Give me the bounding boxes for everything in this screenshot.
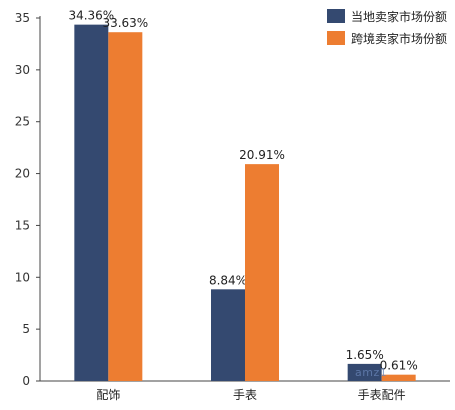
x-tick-label: 配饰 — [96, 388, 120, 402]
bar — [211, 289, 245, 381]
legend: 当地卖家市场份额 跨境卖家市场份额 — [326, 6, 447, 50]
bar — [245, 164, 279, 381]
y-tick-label: 20 — [15, 167, 30, 181]
legend-item-crossborder: 跨境卖家市场份额 — [326, 28, 447, 48]
y-tick-label: 10 — [15, 270, 30, 284]
y-tick-label: 5 — [22, 322, 30, 336]
y-tick-label: 15 — [15, 218, 30, 232]
x-tick-label: 手表 — [233, 388, 257, 402]
legend-label-local: 当地卖家市场份额 — [350, 9, 447, 24]
y-tick-label: 25 — [15, 115, 30, 129]
legend-label-crossborder: 跨境卖家市场份额 — [350, 31, 447, 46]
y-tick-label: 35 — [15, 11, 30, 25]
legend-item-local: 当地卖家市场份额 — [326, 6, 447, 26]
data-label: 8.84% — [209, 273, 247, 287]
legend-swatch-crossborder — [326, 31, 345, 45]
bar — [74, 24, 109, 381]
data-label: 33.63% — [102, 16, 148, 30]
y-tick-label: 30 — [15, 63, 30, 77]
bar — [347, 363, 382, 381]
bar — [108, 32, 143, 381]
data-label: 20.91% — [239, 148, 285, 162]
x-tick-label: 手表配件 — [358, 388, 406, 402]
legend-swatch-local — [326, 9, 345, 23]
data-label: 0.61% — [380, 359, 418, 373]
data-label: 34.36% — [68, 9, 114, 23]
bar — [381, 374, 416, 381]
y-tick-label: 0 — [22, 374, 30, 388]
watermark: amz1 — [355, 366, 388, 379]
data-label: 1.65% — [346, 348, 384, 362]
